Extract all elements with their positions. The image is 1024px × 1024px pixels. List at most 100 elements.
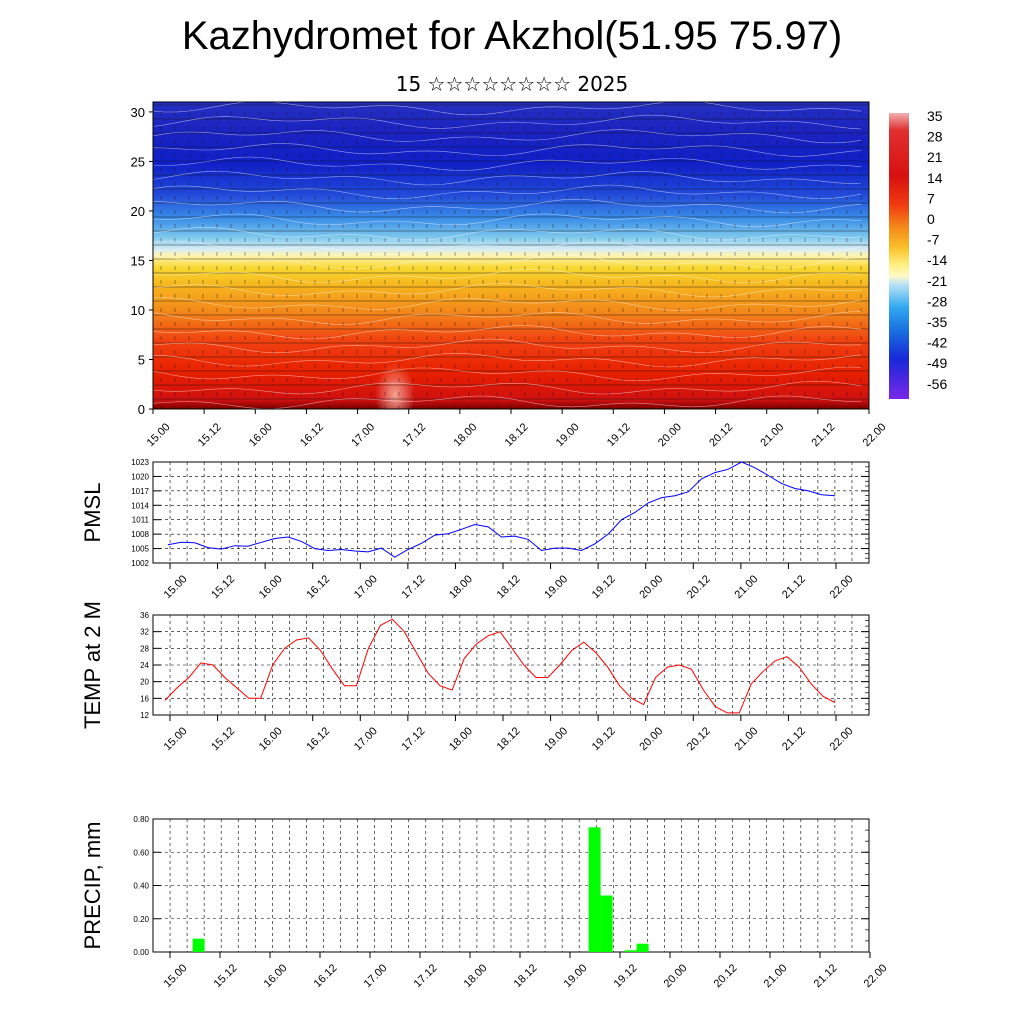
temp-y-tick-label: 32 (140, 628, 149, 637)
precip-bar (588, 827, 601, 952)
precip-y-tick-label: 0.40 (133, 882, 149, 891)
colorbar-label: 35 (927, 108, 943, 124)
temp-x-tick-label: 17.12 (399, 725, 427, 753)
pmsl-x-tick-label: 15.00 (162, 573, 190, 601)
precip-y-tick-label: 0.20 (133, 915, 149, 924)
temp-x-tick-label: 21.12 (780, 725, 808, 753)
heatmap-x-tick-label: 15.12 (196, 421, 224, 449)
contour-line (153, 129, 862, 144)
precip-y-tick-label: 0.00 (133, 948, 149, 957)
heatmap-x-tick-label: 17.00 (349, 421, 377, 449)
contour-line (153, 268, 862, 284)
temp-x-tick-label: 21.00 (732, 725, 760, 753)
precip-x-tick-label: 17.12 (412, 962, 440, 990)
heatmap-y-tick-label: 20 (131, 204, 145, 219)
precip-x-tick-label: 18.00 (462, 962, 490, 990)
precip-bar (600, 895, 613, 952)
pmsl-x-tick-label: 18.00 (447, 573, 475, 601)
contour-line (153, 156, 862, 171)
precip-y-label: PRECIP, mm (80, 822, 105, 950)
contour-line (153, 143, 862, 157)
pmsl-x-tick-label: 21.00 (732, 573, 760, 601)
temp-x-tick-label: 16.00 (257, 725, 285, 753)
pmsl-x-tick-label: 22.00 (828, 573, 856, 601)
colorbar-labels: 35 28 21 14 7 0 -7 -14 -21 -28 -35 -42 -49 -56 (927, 108, 947, 392)
colorbar-label: -42 (927, 335, 947, 351)
pmsl-x-tick-label: 18.12 (495, 573, 523, 601)
heatmap-x-tick-label: 22.00 (861, 421, 889, 449)
heatmap-x-tick-label: 19.12 (605, 421, 633, 449)
pmsl-y-tick-label: 1005 (131, 545, 149, 554)
heatmap-y-tick-label: 5 (138, 352, 145, 367)
heatmap-x-tick-label: 18.12 (503, 421, 531, 449)
colorbar-label: -56 (927, 376, 947, 392)
precip-x-tick-label: 21.12 (812, 962, 840, 990)
contour-lines (153, 102, 862, 409)
precip-x-tick-label: 16.00 (262, 962, 290, 990)
contour-line (153, 240, 862, 256)
pmsl-x-tick-label: 16.00 (257, 573, 285, 601)
temp-x-tick-label: 15.12 (209, 725, 237, 753)
precip-y-tick-label: 0.60 (133, 848, 149, 857)
pmsl-y-tick-label: 1020 (131, 472, 149, 481)
contour-line (153, 380, 862, 395)
contour-line (153, 325, 862, 340)
colorbar-label: -14 (927, 252, 947, 268)
heatmap-x-tick-label: 18.00 (451, 421, 479, 449)
pmsl-y-label: PMSL (80, 483, 105, 543)
temp-y-tick-label: 20 (140, 678, 149, 687)
colorbar-label: 21 (927, 149, 943, 165)
contour-line (153, 254, 862, 270)
temp-x-tick-label: 22.00 (828, 725, 856, 753)
temp-y-tick-label: 12 (140, 711, 149, 720)
heatmap-x-tick-label: 16.12 (298, 421, 326, 449)
pmsl-x-tick-label: 20.00 (637, 573, 665, 601)
heatmap-x-tick-label: 21.12 (809, 421, 837, 449)
colorbar-label: -28 (927, 293, 947, 309)
wind-barbs (153, 102, 869, 409)
pmsl-y-tick-label: 1023 (131, 458, 149, 467)
pmsl-y-tick-label: 1002 (131, 559, 149, 568)
contour-line (153, 311, 862, 325)
pmsl-x-tick-label: 17.12 (399, 573, 427, 601)
pmsl-y-tick-label: 1014 (131, 501, 149, 510)
precip-x-tick-label: 15.12 (212, 962, 240, 990)
temp-x-tick-label: 19.00 (542, 725, 570, 753)
precip-bar (636, 943, 649, 952)
precip-x-tick-label: 19.12 (612, 962, 640, 990)
contour-line (153, 297, 862, 311)
heatmap-y-tick-label: 10 (131, 303, 145, 318)
temp-y-label: TEMP at 2 M (80, 601, 105, 729)
temp-y-tick-label: 24 (140, 661, 149, 670)
colorbar-label: -21 (927, 273, 947, 289)
heatmap-x-tick-label: 17.12 (400, 421, 428, 449)
precip-panel: 0.00 0.20 0.40 0.60 0.80 15.00 15.12 16.00 16.12… (80, 815, 890, 990)
pmsl-x-tick-label: 21.12 (780, 573, 808, 601)
colorbar-label: 14 (927, 170, 943, 186)
precip-x-tick-label: 17.00 (362, 962, 390, 990)
heatmap-y-axis: 0 5 10 15 20 25 30 (131, 105, 153, 417)
temp-y-tick-label: 36 (140, 611, 149, 620)
contour-line (153, 338, 862, 354)
heatmap-y-tick-label: 30 (131, 105, 145, 120)
contour-line (153, 184, 862, 200)
heatmap-x-tick-label: 20.00 (656, 421, 684, 449)
temp-panel: 12 16 20 24 28 32 36 15.00 15.12 16.00 16.12 17.00 1… (80, 601, 870, 753)
heatmap-y-tick-label: 25 (131, 154, 145, 169)
heatmap-y-tick-label: 15 (131, 253, 145, 268)
contour-line (153, 226, 862, 241)
precip-x-tick-label: 19.00 (562, 962, 590, 990)
contour-line (153, 170, 862, 186)
pmsl-x-tick-label: 17.00 (352, 573, 380, 601)
pmsl-panel: 1002 1005 1008 1011 1014 1017 1020 1023 15.00 15.… (80, 458, 870, 601)
precip-y-tick-label: 0.80 (133, 815, 149, 824)
contour-line (153, 102, 862, 116)
pmsl-y-tick-label: 1017 (131, 487, 149, 496)
contour-line (153, 198, 862, 214)
heatmap-x-tick-label: 19.00 (554, 421, 582, 449)
pmsl-series-line (167, 461, 836, 558)
colorbar: 35 28 21 14 7 0 -7 -14 -21 -28 -35 -42 -49 -56 (889, 108, 947, 399)
pmsl-y-tick-label: 1011 (132, 516, 150, 525)
pmsl-x-tick-label: 16.12 (304, 573, 332, 601)
precip-x-tick-label: 22.00 (862, 962, 890, 990)
